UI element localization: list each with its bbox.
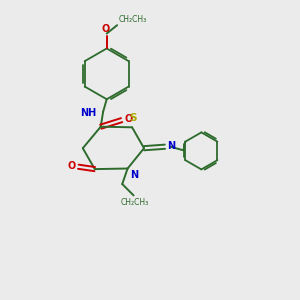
Text: O: O: [124, 114, 133, 124]
Text: N: N: [167, 141, 175, 151]
Text: CH₂CH₃: CH₂CH₃: [118, 15, 147, 24]
Text: O: O: [67, 161, 75, 171]
Text: NH: NH: [80, 108, 97, 118]
Text: CH₂CH₃: CH₂CH₃: [121, 198, 149, 207]
Text: N: N: [130, 170, 138, 180]
Text: O: O: [101, 23, 109, 34]
Text: S: S: [129, 112, 136, 122]
